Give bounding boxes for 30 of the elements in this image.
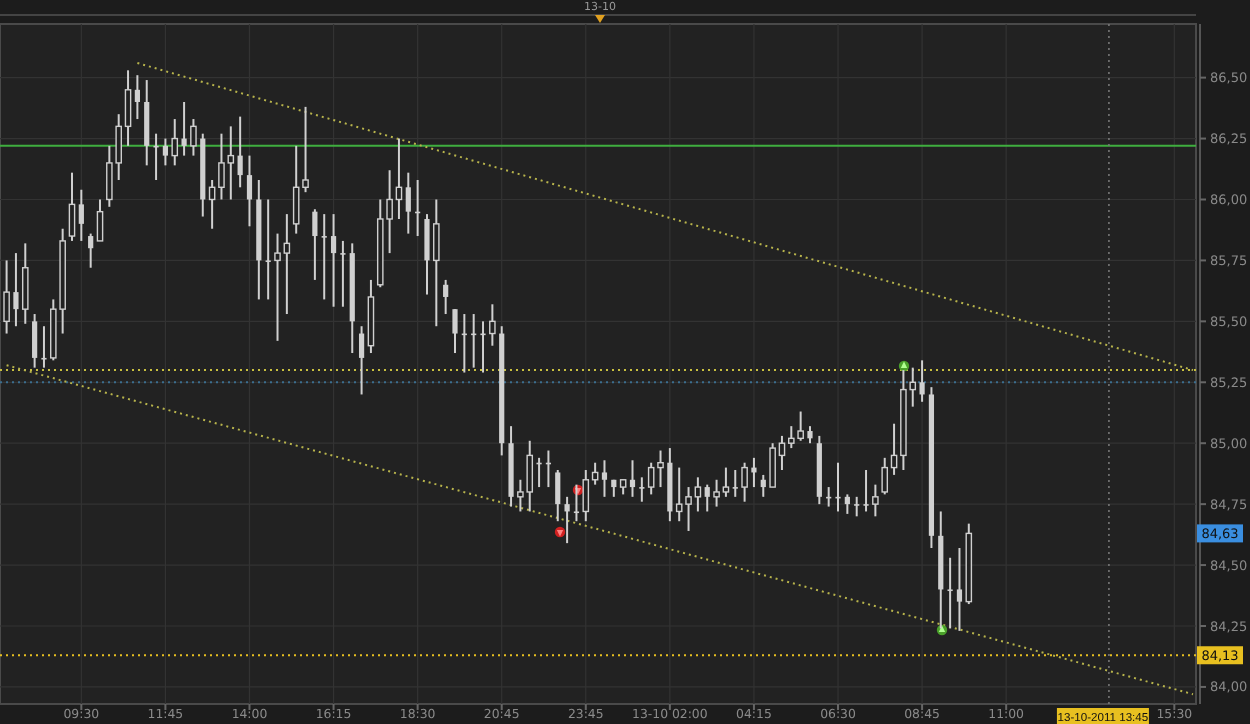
candlestick: [844, 493, 850, 515]
candlestick: [330, 213, 337, 308]
candlestick: [881, 456, 889, 496]
candlestick: [237, 115, 243, 189]
candlestick: [96, 198, 104, 242]
candlestick: [555, 469, 561, 523]
candlestick: [134, 74, 140, 121]
candlestick: [452, 308, 458, 355]
candlestick: [639, 476, 645, 503]
candlestick: [443, 278, 449, 316]
candlestick: [78, 188, 84, 242]
candlestick: [32, 313, 38, 369]
candlestick: [68, 171, 76, 242]
candlestick: [629, 459, 636, 498]
candlestick: [171, 118, 179, 167]
candlestick: [601, 459, 608, 498]
candlestick: [405, 171, 411, 235]
candlestick: [947, 556, 953, 630]
candlestick: [88, 232, 94, 269]
candlestick: [582, 469, 590, 523]
candlestick: [321, 213, 327, 301]
candlestick: [340, 239, 346, 308]
candlestick: [489, 303, 496, 347]
candlestick: [564, 495, 570, 545]
candlestick: [21, 242, 29, 325]
candlestick: [246, 154, 253, 228]
candlestick: [312, 208, 318, 281]
candlestick: [144, 79, 150, 167]
candlestick: [358, 325, 365, 396]
candlestick: [854, 495, 860, 518]
